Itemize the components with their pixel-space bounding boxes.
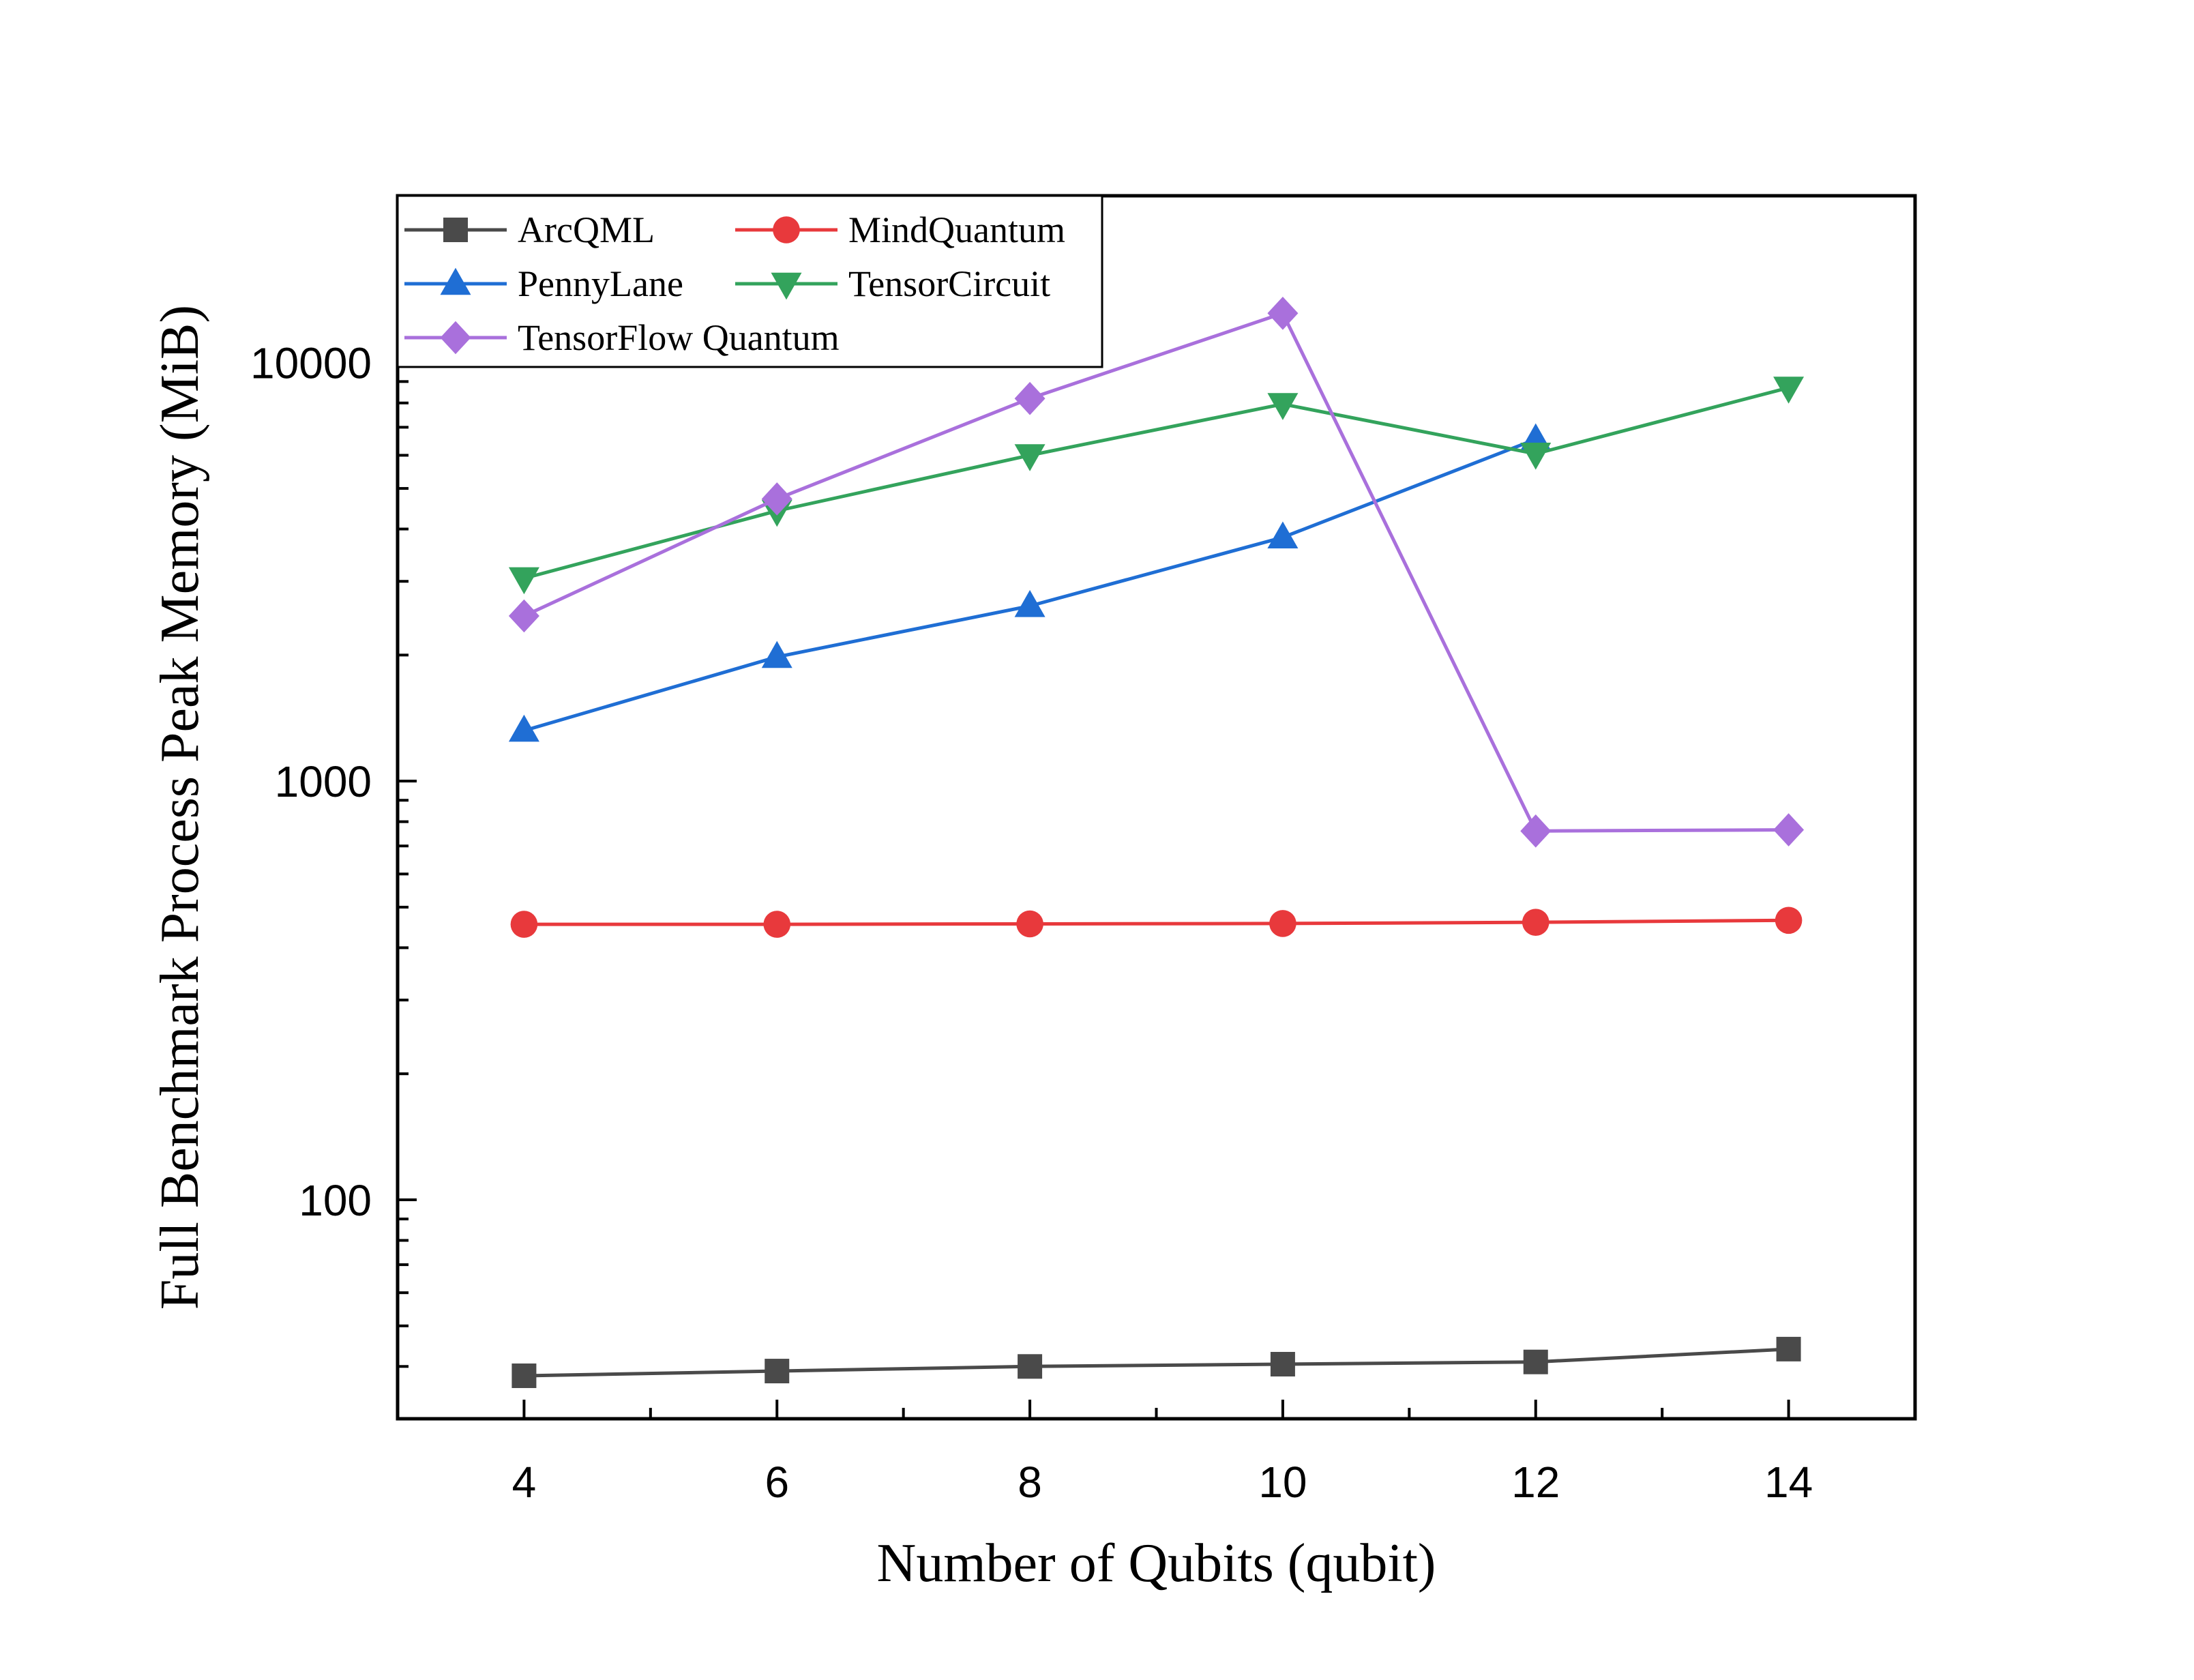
marker [763,911,791,938]
marker [510,911,538,938]
marker [1270,1351,1295,1376]
x-axis-title: Number of Qubits (qubit) [877,1533,1436,1593]
series-tensorcircuit [508,377,1805,595]
marker [1523,1349,1548,1374]
marker [1014,381,1046,415]
marker [443,218,468,242]
y-tick-label: 1000 [275,757,372,806]
marker [1775,907,1803,934]
x-tick-label: 6 [765,1458,789,1507]
legend-item: TensorFlow Quantum [404,317,840,358]
marker [440,321,471,355]
series-line [523,385,1790,580]
series-layer [508,296,1805,1388]
legend-label: MindQuantum [848,209,1065,250]
series-line [523,311,1789,833]
marker [1267,393,1299,420]
marker [512,1363,537,1388]
marker [761,482,792,516]
x-tick-label: 8 [1018,1458,1042,1507]
marker [771,272,802,300]
plot-area-frame [396,194,1917,1421]
marker [773,216,800,244]
legend-label: TensorFlow Quantum [518,317,840,358]
x-tick-label: 4 [512,1458,537,1507]
legend-box [396,194,1103,368]
marker [440,267,471,295]
series-mindquantum [510,907,1803,938]
legend-item: ArcQML [404,209,655,250]
marker [1016,910,1043,938]
marker [1522,909,1550,936]
marker [761,640,792,668]
marker [1773,813,1805,846]
marker [1776,1336,1801,1361]
y-tick-label: 100 [299,1176,372,1225]
series-line [524,918,1789,926]
marker [508,714,539,742]
legend-label: PennyLane [518,263,683,304]
series-line [524,1347,1789,1378]
x-tick-label: 12 [1511,1458,1560,1507]
legend-item: TensorCircuit [735,263,1050,304]
marker [1520,443,1552,470]
marker [1014,444,1046,471]
marker [508,567,539,595]
legend-label: TensorCircuit [848,263,1050,304]
y-axis: 100 1000 10000 [250,235,417,1420]
legend: ArcQML MindQuantum PennyLane TensorCircuitT… [396,194,1103,368]
marker [1014,589,1046,617]
marker [765,1359,790,1384]
series-arcqml [512,1336,1801,1388]
y-tick-label: 10000 [250,338,372,387]
marker [1018,1354,1043,1379]
marker [1773,377,1805,404]
marker [1520,814,1552,848]
series-line [523,437,1537,733]
x-axis: 4 6 8 10 12 14 [396,1400,1916,1507]
y-axis-title: Full Benchmark Process Peak Memory (MiB) [150,305,210,1310]
marker [1267,296,1299,330]
legend-item: MindQuantum [735,209,1065,250]
marker [508,599,539,633]
legend-item: PennyLane [404,263,683,304]
marker [1267,521,1299,549]
x-tick-label: 10 [1258,1458,1307,1507]
legend-label: ArcQML [518,209,655,250]
series-tensorflow-quantum [508,296,1805,848]
x-tick-label: 14 [1764,1458,1813,1507]
marker [1269,910,1296,937]
